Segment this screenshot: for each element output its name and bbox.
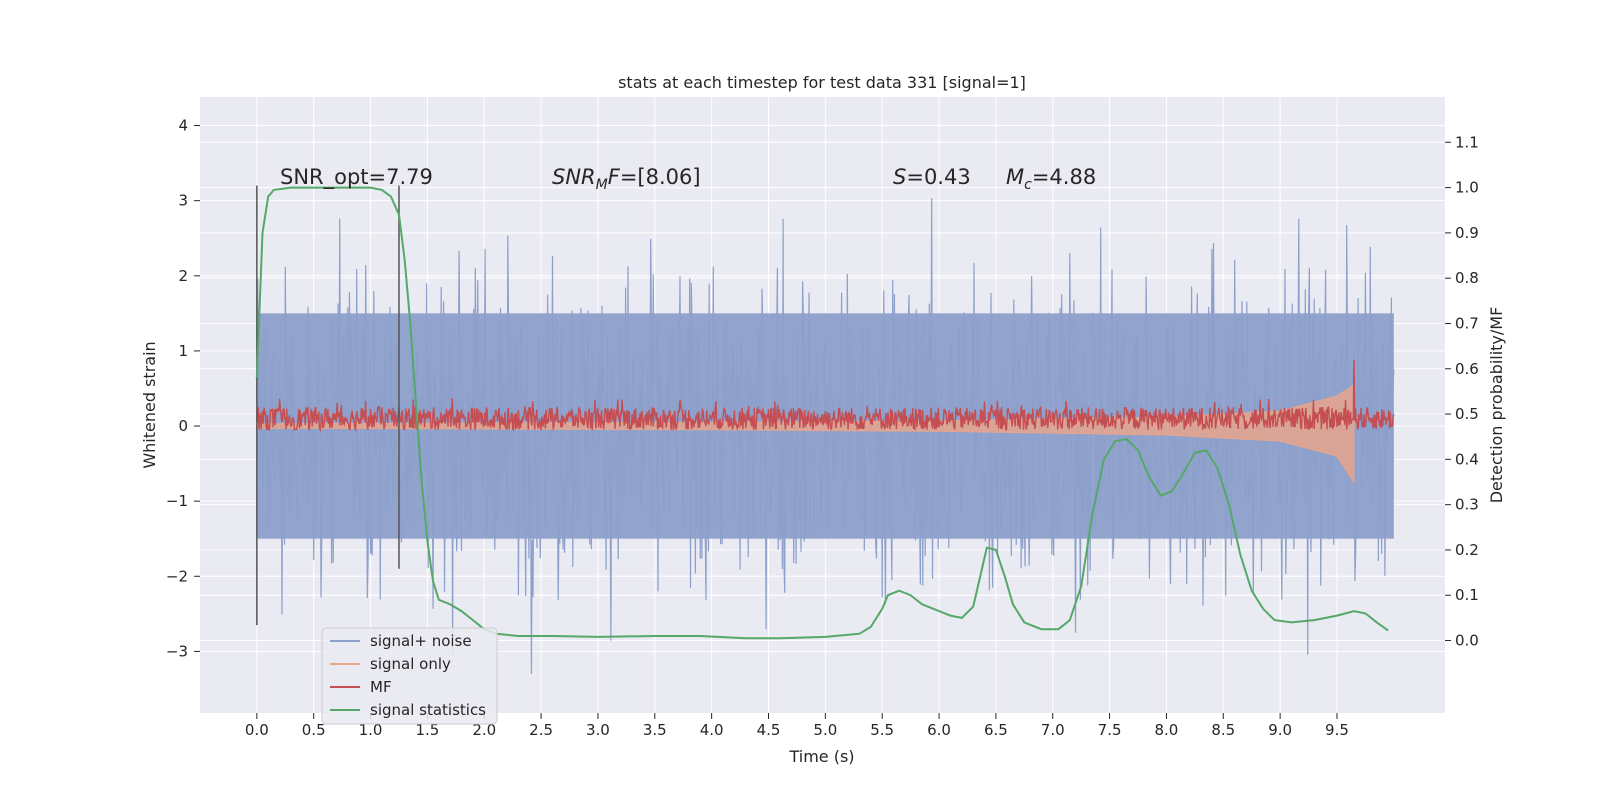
snr-mf-subscript: M xyxy=(596,177,608,193)
y2-tick-label: 0.8 xyxy=(1455,269,1479,287)
y2-tick-label: 0.4 xyxy=(1455,450,1479,468)
snr-mf-value: =[8.06] xyxy=(620,165,701,189)
mf-trace xyxy=(256,359,1395,433)
y2-tick-label: 0.7 xyxy=(1455,314,1479,332)
y-axis-left: 4 3 2 1 0 −1 −2 −3 xyxy=(166,117,200,660)
y2-tick-label: 0.1 xyxy=(1455,586,1479,604)
legend-label-signal-statistics: signal statistics xyxy=(370,701,486,719)
y2-tick-label: 0.3 xyxy=(1455,496,1479,514)
y-tick-label: −1 xyxy=(166,492,188,510)
signal-statistics-line xyxy=(255,186,1389,640)
x-tick-label: 6.5 xyxy=(984,721,1008,739)
snr-mf-annotation: SNRMF=[8.06] xyxy=(552,165,701,193)
annotations: SNR_opt=7.79 SNRMF=[8.06] S=0.43 Mc=4.88 xyxy=(280,165,1096,193)
legend: signal+ noise signal only MF signal stat… xyxy=(321,627,498,725)
y2-tick-label: 0.0 xyxy=(1455,632,1479,650)
x-tick-label: 3.5 xyxy=(643,721,667,739)
y-tick-label: 3 xyxy=(178,192,188,210)
x-tick-label: 4.0 xyxy=(700,721,724,739)
plot-layers xyxy=(255,185,1395,674)
x-tick-label: 2.0 xyxy=(472,721,496,739)
y-tick-label: 4 xyxy=(178,117,188,135)
x-tick-label: 9.5 xyxy=(1325,721,1349,739)
y-tick-label: 2 xyxy=(178,267,188,285)
x-tick-label: 4.5 xyxy=(757,721,781,739)
marker-lines xyxy=(256,185,400,626)
x-axis: 0.0 0.5 1.0 1.5 2.0 2.5 3.0 3.5 4.0 4.5 5.0 5.5 6.0 6… xyxy=(245,713,1349,739)
legend-label-signal-plus-noise: signal+ noise xyxy=(370,632,472,650)
legend-frame xyxy=(321,627,498,725)
legend-label-mf: MF xyxy=(370,678,392,696)
chart-title: stats at each timestep for test data 331… xyxy=(618,73,1026,92)
y2-axis-label: Detection probability/MF xyxy=(1487,307,1506,504)
s-symbol: S xyxy=(893,165,906,189)
mc-annotation: Mc=4.88 xyxy=(1006,165,1096,193)
y2-tick-label: 0.9 xyxy=(1455,224,1479,242)
y2-tick-label: 0.2 xyxy=(1455,541,1479,559)
x-tick-label: 7.5 xyxy=(1098,721,1122,739)
snr-mf-symbol-end: F xyxy=(608,165,621,189)
mc-symbol: M xyxy=(1006,165,1024,189)
y-tick-label: −3 xyxy=(166,642,188,660)
y-tick-label: 0 xyxy=(178,417,188,435)
x-tick-label: 9.0 xyxy=(1268,721,1292,739)
x-tick-label: 8.5 xyxy=(1211,721,1235,739)
legend-label-signal-only: signal only xyxy=(370,655,451,673)
x-tick-label: 0.0 xyxy=(245,721,269,739)
x-tick-label: 6.0 xyxy=(927,721,951,739)
mf-series xyxy=(256,359,1395,433)
snr-opt-annotation: SNR_opt=7.79 xyxy=(280,165,433,190)
mc-value: =4.88 xyxy=(1032,165,1096,189)
y2-tick-label: 0.5 xyxy=(1455,405,1479,423)
y-tick-label: −2 xyxy=(166,567,188,585)
s-value: =0.43 xyxy=(906,165,970,189)
y2-tick-label: 0.6 xyxy=(1455,360,1479,378)
x-tick-label: 5.5 xyxy=(870,721,894,739)
s-annotation: S=0.43 xyxy=(893,165,971,189)
signal-only-series xyxy=(256,383,1355,485)
x-tick-label: 5.0 xyxy=(813,721,837,739)
mc-subscript: c xyxy=(1024,177,1032,193)
x-tick-label: 0.5 xyxy=(302,721,326,739)
y-axis-right: 1.1 1.0 0.9 0.8 0.7 0.6 0.5 0.4 0.3 0.2 0.1 0.0 xyxy=(1445,133,1479,650)
y2-tick-label: 1.1 xyxy=(1455,133,1479,151)
y2-tick-label: 1.0 xyxy=(1455,179,1479,197)
snr-mf-symbol: SNR xyxy=(552,165,596,189)
signal-only-envelope xyxy=(256,383,1355,485)
y-axis-label: Whitened strain xyxy=(140,341,159,468)
x-tick-label: 7.0 xyxy=(1041,721,1065,739)
x-tick-label: 3.0 xyxy=(586,721,610,739)
y-tick-label: 1 xyxy=(178,342,188,360)
x-tick-label: 2.5 xyxy=(529,721,553,739)
x-tick-label: 8.0 xyxy=(1155,721,1179,739)
signal-statistics-series xyxy=(255,186,1389,640)
x-axis-label: Time (s) xyxy=(788,747,854,766)
x-tick-label: 1.0 xyxy=(359,721,383,739)
x-tick-label: 1.5 xyxy=(415,721,439,739)
